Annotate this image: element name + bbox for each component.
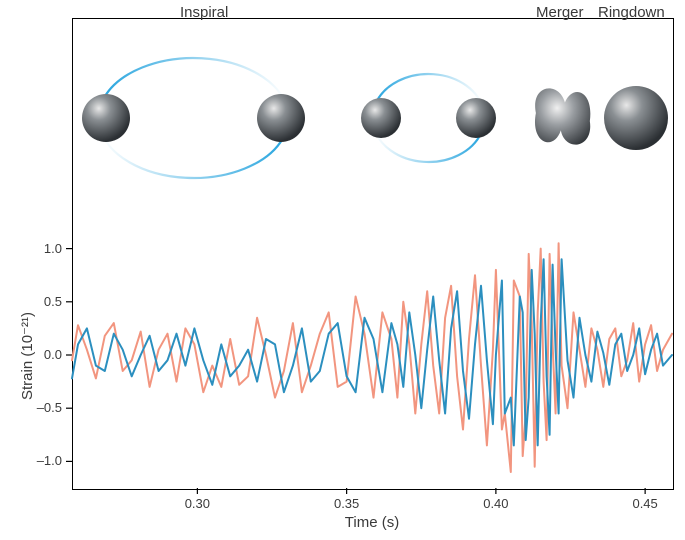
x-tick-label: 0.40 <box>483 496 508 511</box>
inspiral1-blackhole-right <box>257 94 305 142</box>
inspiral2-blackhole-left <box>361 98 401 138</box>
x-tick-label: 0.45 <box>632 496 657 511</box>
x-tick-label: 0.30 <box>185 496 210 511</box>
phase-diagram <box>82 58 668 178</box>
y-tick-label: 1.0 <box>22 241 62 256</box>
inspiral1-orbit-bottom <box>100 128 283 178</box>
y-tick-label: –1.0 <box>22 453 62 468</box>
merger-blob <box>535 88 590 144</box>
y-tick-label: 0.5 <box>22 294 62 309</box>
y-tick-label: –0.5 <box>22 400 62 415</box>
waveform-chart <box>72 243 672 472</box>
x-tick-label: 0.35 <box>334 496 359 511</box>
strain-series-b <box>72 259 672 445</box>
strain-series-a <box>72 243 672 472</box>
inspiral1-orbit-top <box>104 58 287 108</box>
ringdown-blackhole <box>604 86 668 150</box>
inspiral1-blackhole-left <box>82 94 130 142</box>
y-tick-label: 0.0 <box>22 347 62 362</box>
inspiral2-blackhole-right <box>456 98 496 138</box>
